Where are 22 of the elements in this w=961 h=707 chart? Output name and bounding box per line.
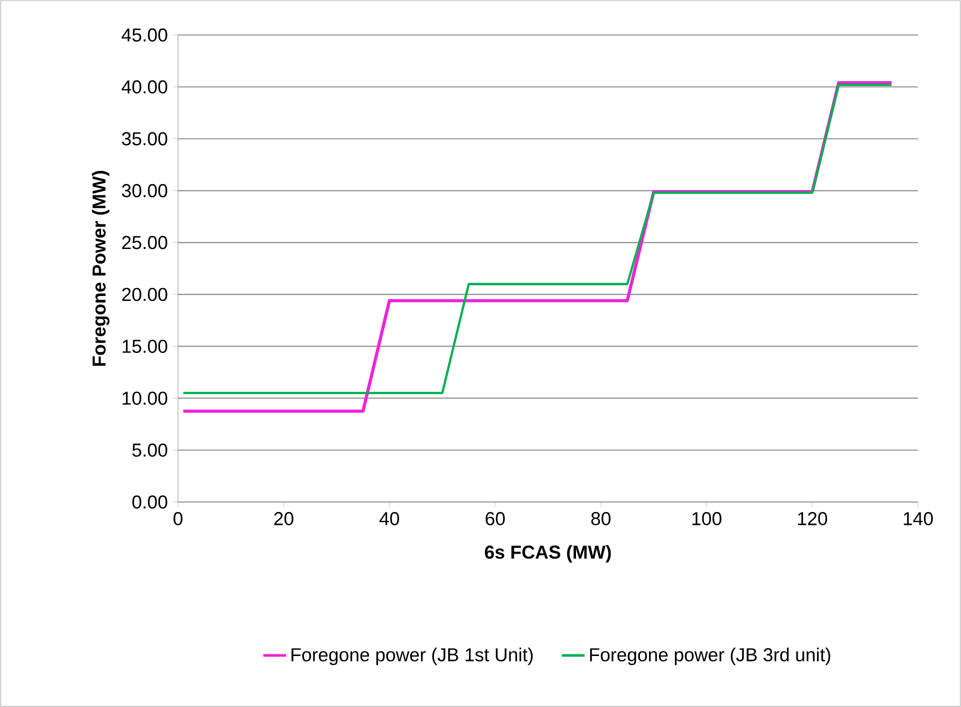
y-tick-label: 40.00 [122,80,168,94]
legend-label: Foregone power (JB 3rd unit) [590,648,830,666]
x-tick-label: 40 [379,512,400,526]
x-tick-label: 120 [798,512,828,526]
y-axis-title: Foregone Power (MW) [92,170,110,366]
legend-label: Foregone power (JB 1st Unit) [292,648,533,666]
y-tick-label: 20.00 [122,288,168,302]
x-axis-title: 6s FCAS (MW) [484,545,611,562]
x-tick-label: 100 [692,512,722,526]
x-tick-label: 0 [174,512,182,526]
y-tick-label: 10.00 [122,392,168,405]
y-tick-label: 35.00 [122,132,168,146]
y-tick-label: 25.00 [122,236,168,250]
x-tick-label: 60 [486,512,505,526]
x-tick-label: 80 [591,512,611,526]
y-tick-label: 0.00 [132,495,168,509]
y-tick-label: 45.00 [122,28,168,42]
x-tick-label: 140 [904,512,933,526]
x-tick-label: 20 [274,512,294,526]
y-tick-label: 5.00 [132,443,168,457]
y-tick-label: 30.00 [122,184,168,198]
y-tick-label: 15.00 [122,340,168,353]
